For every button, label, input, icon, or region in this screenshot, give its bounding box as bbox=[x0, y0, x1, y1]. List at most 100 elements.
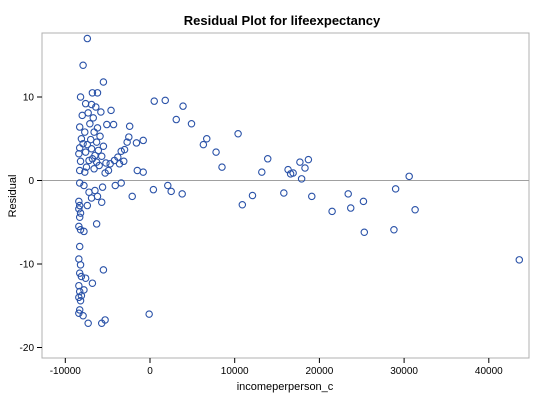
data-point bbox=[92, 103, 100, 111]
data-point bbox=[258, 168, 266, 176]
scatter-points bbox=[75, 34, 524, 328]
data-point bbox=[80, 227, 88, 236]
data-point bbox=[301, 164, 309, 172]
data-point bbox=[120, 145, 129, 154]
data-point bbox=[164, 181, 172, 190]
data-point bbox=[92, 138, 101, 146]
data-point bbox=[83, 140, 92, 149]
y-tick-label: -10 bbox=[20, 260, 35, 271]
data-point bbox=[359, 197, 368, 206]
data-point bbox=[149, 185, 158, 194]
data-point bbox=[344, 190, 352, 198]
data-point bbox=[89, 114, 98, 122]
data-point bbox=[83, 34, 92, 43]
data-point bbox=[81, 274, 90, 282]
data-point bbox=[99, 266, 108, 274]
data-point bbox=[280, 189, 288, 197]
data-point bbox=[139, 136, 147, 145]
data-point bbox=[75, 309, 83, 318]
data-point bbox=[346, 204, 355, 212]
data-point bbox=[81, 99, 90, 108]
data-point bbox=[172, 115, 181, 124]
data-point bbox=[75, 179, 84, 187]
data-point bbox=[75, 213, 84, 221]
data-point bbox=[102, 159, 110, 167]
x-axis-label: incomeperperson_c bbox=[237, 381, 334, 393]
data-point bbox=[81, 128, 89, 136]
data-point bbox=[360, 228, 369, 237]
y-tick-label: -20 bbox=[20, 343, 35, 354]
data-point bbox=[81, 148, 90, 156]
data-point bbox=[515, 256, 524, 264]
data-point bbox=[97, 152, 106, 161]
data-point bbox=[88, 89, 97, 97]
data-point bbox=[93, 124, 102, 132]
data-point bbox=[104, 166, 113, 175]
data-point bbox=[77, 272, 86, 281]
data-point bbox=[90, 165, 98, 173]
data-point bbox=[202, 135, 211, 143]
data-point bbox=[263, 155, 272, 163]
x-tick-label: 40000 bbox=[475, 366, 503, 377]
data-point bbox=[289, 169, 297, 177]
data-point bbox=[76, 157, 85, 166]
data-point bbox=[391, 185, 400, 193]
data-point bbox=[76, 296, 85, 305]
data-point bbox=[99, 142, 108, 151]
data-point bbox=[75, 166, 84, 175]
data-point bbox=[88, 279, 97, 287]
data-point bbox=[103, 120, 111, 129]
data-point bbox=[405, 172, 413, 181]
data-point bbox=[75, 201, 84, 210]
y-axis-label: Residual bbox=[7, 175, 19, 218]
data-point bbox=[167, 187, 175, 196]
data-point bbox=[75, 306, 84, 314]
data-point bbox=[187, 119, 196, 128]
data-point bbox=[114, 153, 122, 161]
data-point bbox=[87, 100, 96, 109]
data-point bbox=[145, 310, 153, 318]
data-point bbox=[94, 146, 103, 155]
data-point bbox=[328, 207, 336, 216]
data-point bbox=[84, 319, 92, 328]
data-point bbox=[99, 78, 108, 86]
data-point bbox=[77, 135, 86, 143]
data-point bbox=[238, 200, 247, 209]
data-point bbox=[98, 183, 107, 191]
data-point bbox=[79, 312, 87, 320]
data-point bbox=[106, 160, 114, 168]
data-point bbox=[80, 286, 88, 294]
data-point bbox=[93, 89, 102, 97]
data-point bbox=[81, 168, 89, 176]
chart-title: Residual Plot for lifeexpectancy bbox=[184, 13, 381, 28]
data-point bbox=[97, 108, 105, 116]
data-point bbox=[115, 160, 124, 168]
y-tick-label: 0 bbox=[28, 176, 34, 187]
data-point bbox=[96, 132, 104, 140]
data-point bbox=[125, 133, 133, 141]
y-axis-ticks: -20 -10 0 10 bbox=[20, 93, 42, 354]
data-point bbox=[234, 129, 242, 138]
data-point bbox=[82, 163, 91, 171]
data-point bbox=[304, 155, 313, 164]
data-point bbox=[97, 198, 106, 206]
x-axis-ticks: -10000 0 10000 20000 30000 40000 bbox=[50, 358, 503, 377]
data-point bbox=[111, 181, 120, 190]
x-tick-label: 20000 bbox=[305, 366, 333, 377]
data-point bbox=[87, 145, 96, 153]
data-point bbox=[85, 156, 93, 165]
data-point bbox=[75, 205, 83, 213]
data-point bbox=[76, 209, 85, 217]
data-point bbox=[80, 181, 88, 190]
data-point bbox=[90, 128, 98, 136]
data-point bbox=[125, 122, 134, 130]
data-point bbox=[390, 226, 398, 234]
data-point bbox=[95, 161, 103, 170]
data-point bbox=[119, 157, 128, 166]
plot-frame bbox=[41, 32, 530, 359]
data-point bbox=[128, 192, 136, 201]
data-point bbox=[109, 120, 118, 129]
data-point bbox=[296, 158, 304, 166]
x-tick-label: 0 bbox=[147, 366, 153, 377]
